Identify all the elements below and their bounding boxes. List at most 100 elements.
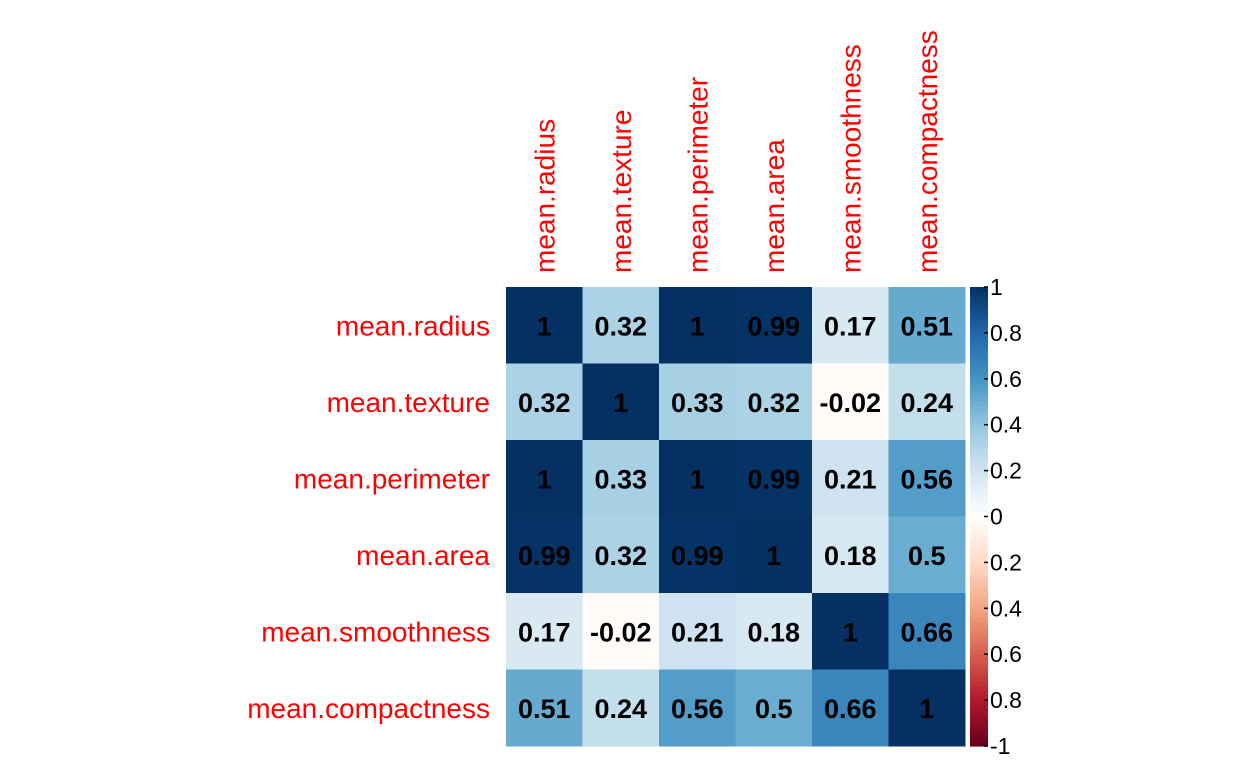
colorbar-segment: [970, 516, 988, 522]
heatmap-cell: [659, 440, 736, 517]
colorbar-segment: [970, 727, 988, 733]
heatmap-cell: [659, 363, 736, 441]
cell-value: 0.32: [747, 388, 800, 418]
colorbar-segment: [970, 594, 988, 600]
row-label: mean.radius: [336, 310, 490, 341]
colorbar-segment: [970, 525, 988, 531]
colorbar-segment: [970, 741, 988, 747]
colorbar-segment: [970, 443, 988, 449]
colorbar-segment: [970, 654, 988, 660]
colorbar-segment: [970, 617, 988, 623]
heatmap-cell: [735, 516, 813, 594]
heatmap-cell: [735, 440, 813, 517]
colorbar-segment: [970, 300, 988, 306]
colorbar-tick-label: 1: [990, 274, 1003, 300]
colorbar-tick-label: 0.2: [990, 458, 1022, 484]
heatmap-cell: [582, 593, 660, 670]
colorbar-segment: [970, 360, 988, 366]
colorbar-segment: [970, 383, 988, 389]
colorbar-segment: [970, 498, 988, 504]
cell-value: 0.51: [900, 311, 953, 341]
colorbar-segment: [970, 355, 988, 362]
colorbar-segment: [970, 314, 988, 320]
colorbar-segment: [970, 369, 988, 375]
column-labels: mean.radius mean.texture mean.perimeter mea…: [529, 30, 943, 273]
cell-value: -0.02: [590, 617, 652, 647]
cell-value: 1: [537, 464, 552, 494]
colorbar-segment: [970, 667, 988, 674]
colorbar-segment: [970, 507, 988, 513]
heatmap-cell: [812, 593, 889, 670]
colorbar-segment: [970, 534, 988, 541]
heatmap-cell: [582, 287, 660, 364]
colorbar-segment: [970, 319, 988, 325]
heatmap-cell: [812, 440, 889, 517]
cell-value: 1: [690, 464, 705, 494]
column-label: mean.compactness: [912, 30, 943, 273]
colorbar-tick-label: 0.2: [990, 549, 1022, 575]
cell-value: 1: [613, 388, 628, 418]
cell-value: 0.18: [747, 617, 800, 647]
colorbar-segment: [970, 576, 988, 582]
heatmap-cell: [735, 593, 813, 670]
colorbar-segment: [970, 723, 988, 729]
heatmap-cell: [812, 516, 889, 594]
row-label: mean.texture: [327, 387, 490, 418]
row-labels: mean.radius mean.texture mean.perimeter mea…: [247, 310, 490, 724]
cell-value: 0.56: [671, 694, 724, 724]
cell-value: 0.66: [900, 617, 953, 647]
colorbar-segment: [970, 466, 988, 472]
cell-value: 1: [843, 617, 858, 647]
colorbar-segment: [970, 521, 988, 527]
heatmap-cell: [888, 440, 966, 517]
colorbar: 1 0.8 0.6 0.4 0.2 0 0.2 0.4 0.6 0.8 -1: [970, 274, 1022, 759]
colorbar-segment: [970, 502, 988, 508]
colorbar-segment: [970, 328, 988, 334]
cell-value: 0.5: [908, 541, 946, 571]
heatmap-cell: [582, 516, 660, 594]
colorbar-segment: [970, 488, 988, 495]
colorbar-segment: [970, 709, 988, 715]
cell-value: -0.02: [819, 388, 881, 418]
colorbar-segment: [970, 548, 988, 554]
colorbar-segment: [970, 447, 988, 453]
cell-value: 0.33: [671, 388, 724, 418]
colorbar-segment: [970, 374, 988, 380]
colorbar-segment: [970, 649, 988, 655]
heatmap-cell: [506, 593, 583, 670]
colorbar-segment: [970, 365, 988, 371]
cell-value: 0.32: [518, 388, 571, 418]
colorbar-segment: [970, 640, 988, 646]
colorbar-segment: [970, 544, 988, 550]
colorbar-segment: [970, 580, 988, 586]
cell-value: 0.99: [747, 311, 800, 341]
colorbar-segment: [970, 663, 988, 669]
cell-value: 0.18: [824, 541, 877, 571]
colorbar-segment: [970, 626, 988, 632]
cell-value-labels: 1 0.32 1 0.99 0.17 0.510.32 1 0.33 0.32 -0.02 0.24…: [518, 311, 953, 724]
colorbar-segment: [970, 433, 988, 440]
heatmap-cell: [888, 363, 966, 441]
colorbar-segment: [970, 603, 988, 609]
row-label: mean.perimeter: [294, 463, 490, 494]
colorbar-tick-label: 0.4: [990, 412, 1022, 438]
cell-value: 0.33: [594, 464, 647, 494]
heatmap-cell: [506, 440, 583, 517]
colorbar-segment: [970, 475, 988, 481]
heatmap-cell: [506, 516, 583, 594]
colorbar-tick-label: 0.4: [990, 595, 1022, 621]
column-label: mean.smoothness: [835, 44, 866, 273]
colorbar-segment: [970, 695, 988, 701]
colorbar-segment: [970, 672, 988, 678]
colorbar-segment: [970, 599, 988, 605]
row-label: mean.area: [356, 540, 490, 571]
colorbar-segment: [970, 479, 988, 485]
colorbar-segment: [970, 530, 988, 536]
colorbar-segment: [970, 323, 988, 329]
colorbar-segment: [970, 296, 988, 302]
colorbar-tick-label: 0.6: [990, 366, 1022, 392]
cell-value: 1: [690, 311, 705, 341]
colorbar-segment: [970, 397, 988, 403]
colorbar-segment: [970, 585, 988, 591]
